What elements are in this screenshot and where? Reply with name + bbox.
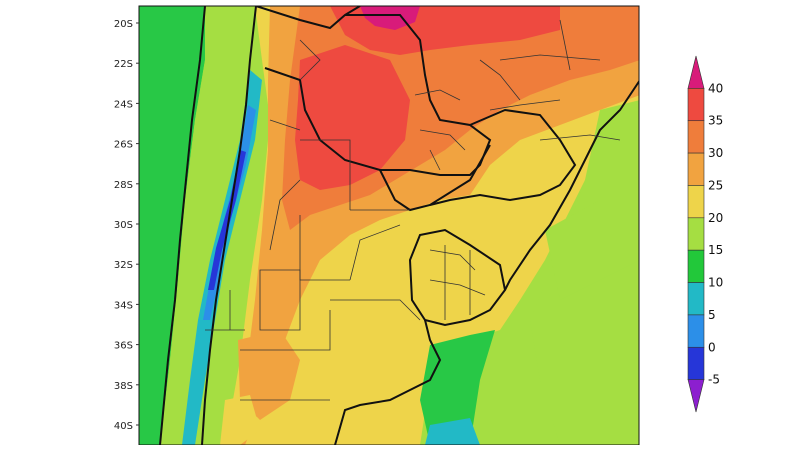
colorbar-tick-label: 30 [708,146,723,160]
colorbar-tick-label: 20 [708,211,723,225]
colorbar-segment [687,282,705,316]
colorbar-tick-label: 15 [708,243,723,257]
colorbar-segment [687,217,705,251]
latitude-axis: 20S 22S 24S 26S 28S 30S 32S 34S 36S 38S 40S [114,19,139,432]
latitude-label: 28S [114,180,133,191]
province-borders [205,19,621,401]
colorbar-segment [687,88,705,122]
colorbar-segment [687,185,705,219]
colorbar-segment [687,152,705,186]
latitude-label: 36S [114,341,133,352]
colorbar-segment [687,249,705,283]
country-borders [159,6,639,445]
latitude-label: 20S [114,19,133,30]
colorbar-tick-label: 35 [708,114,723,128]
colorbar-segment [687,314,705,348]
latitude-label: 32S [114,260,133,271]
latitude-label: 38S [114,381,133,392]
latitude-label: 26S [114,140,133,151]
latitude-label: 30S [114,220,133,231]
latitude-label: 24S [114,99,133,110]
colorbar-tick-label: 5 [708,308,716,322]
colorbar-segment [687,379,705,413]
colorbar-tick-label: -5 [708,373,720,387]
colorbar-tick-label: 0 [708,340,716,354]
colorbar-tick-label: 25 [708,178,723,192]
colorbar-segment [687,346,705,380]
colorbar-tick-label: 10 [708,276,723,290]
temperature-field [139,6,639,445]
latitude-label: 22S [114,59,133,70]
latitude-label: 34S [114,300,133,311]
colorbar-tick-label: 40 [708,81,723,95]
colorbar-segment [687,55,705,89]
colorbar: 40 35 30 25 20 15 10 5 0 -5 [687,55,723,413]
colorbar-segment [687,120,705,154]
latitude-label: 40S [114,421,133,432]
